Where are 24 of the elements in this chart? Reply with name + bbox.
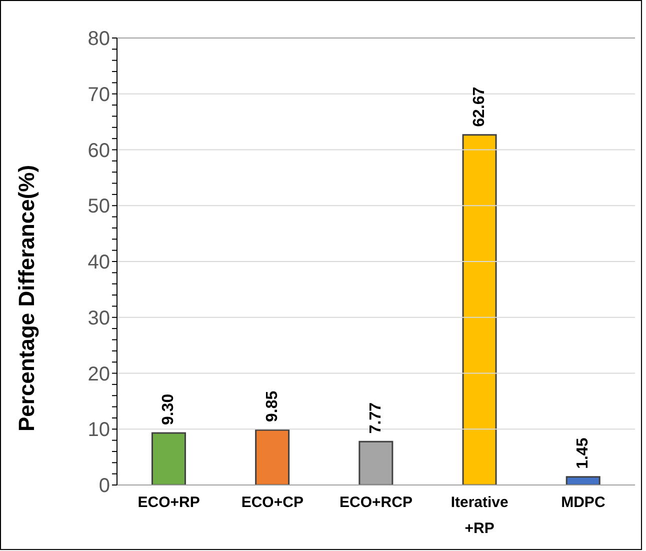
- x-tick-label: ECO+CP: [241, 494, 304, 511]
- y-tick-label: 50: [88, 196, 110, 218]
- y-tick-label: 20: [88, 363, 110, 386]
- y-tick-label: 30: [88, 307, 110, 330]
- data-label: 62.67: [471, 86, 488, 127]
- bar: [462, 134, 497, 485]
- x-tick-label: MDPC: [561, 494, 606, 511]
- bar: [255, 429, 290, 485]
- data-label: 1.45: [574, 438, 592, 469]
- bar: [151, 432, 186, 485]
- y-tick-label: 0: [98, 475, 110, 498]
- y-tick-label: 80: [88, 28, 110, 50]
- data-label: 9.30: [160, 394, 178, 426]
- y-tick-label: 40: [88, 252, 110, 274]
- data-label: 9.85: [264, 390, 281, 422]
- x-tick-label: ECO+RCP: [340, 494, 412, 511]
- bar: [566, 476, 600, 485]
- x-tick-label: Iterative +RP: [450, 494, 508, 537]
- y-tick-label: 60: [88, 140, 110, 162]
- y-axis-title: Percentage Differance(%): [14, 164, 39, 432]
- y-tick-label: 10: [88, 419, 110, 442]
- y-tick-label: 70: [88, 84, 110, 106]
- x-tick-label: ECO+RP: [138, 494, 200, 511]
- data-label: 7.77: [367, 402, 384, 434]
